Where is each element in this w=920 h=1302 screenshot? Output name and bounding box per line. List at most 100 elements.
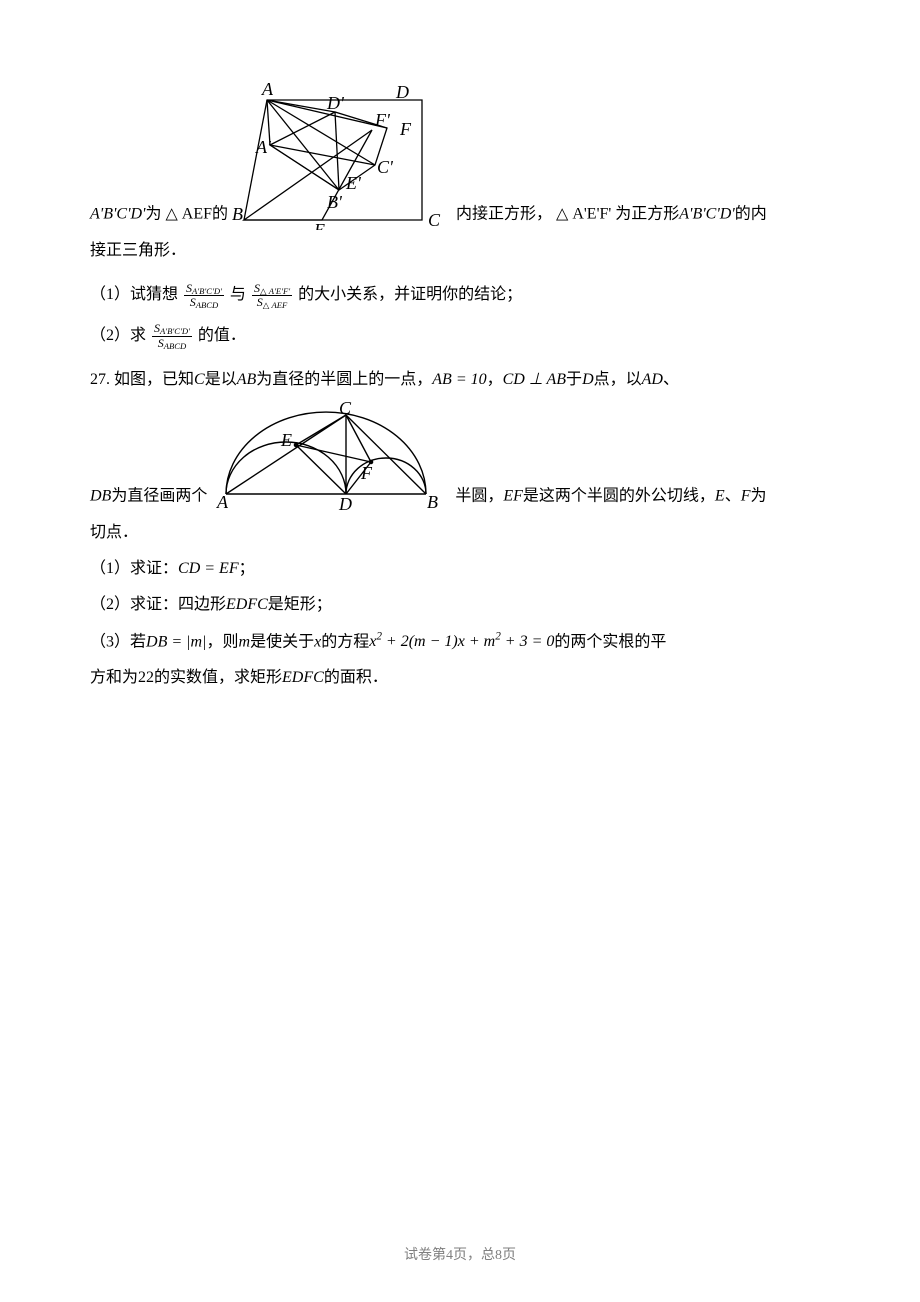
paragraph-line-a: A'B'C'D'为 △ AEF的 A D D' F F': [90, 80, 830, 230]
p27-d: D: [582, 371, 594, 388]
p27-ad: AD: [642, 371, 663, 388]
p27-s1eq: CD = EF: [178, 560, 239, 577]
p27-s1: （1）求证：: [90, 560, 178, 577]
p27-t4: 点，以: [594, 371, 642, 388]
p27-s3c: ，则: [207, 633, 239, 650]
p27-sub3: （3）若DB = |m|，则m是使关于x的方程x2 + 2(m − 1)x + …: [90, 627, 830, 658]
text-tail-b: 为正方形: [615, 206, 679, 223]
p27-t5: 、: [663, 371, 679, 388]
p27-ab: AB: [237, 371, 257, 388]
fig2-label-F: F: [360, 463, 373, 483]
p27-t6: 为直径画两个: [111, 487, 207, 504]
p27-s2: （2）求证：四边形: [90, 596, 226, 613]
q2-tail: 的值．: [198, 327, 246, 344]
q1-frac1: SA'B'C'D' SABCD: [184, 282, 224, 309]
p27-t1: 是以: [205, 371, 237, 388]
p27-s3h: 的实数值，求矩形: [154, 669, 282, 686]
p27-f: F: [741, 487, 751, 504]
fig1-label-F: F: [399, 119, 412, 139]
p27-s2a: EDFC: [226, 596, 268, 613]
text-tail-a: 内接正方形，: [456, 206, 552, 223]
footer-p: 4: [446, 1248, 453, 1263]
fig1-label-Ep: E': [345, 173, 362, 193]
p27-sub2: （2）求证：四边形EDFC是矩形；: [90, 590, 830, 620]
text-de: 的: [212, 206, 228, 223]
side-mask: [884, 0, 902, 1302]
fig1-label-D: D: [395, 82, 409, 102]
p27-eq1: AB = 10: [432, 371, 486, 388]
figure-1-wrap: A D D' F F' A' C' E' B' B E C: [232, 206, 456, 223]
problem-27-line2: DB为直径画两个 A D B: [90, 402, 830, 512]
fig2-label-D: D: [338, 494, 352, 512]
p27-lead: 27. 如图，已知: [90, 371, 194, 388]
q1-mid: 与: [230, 286, 246, 303]
p27-t2: 为直径的半圆上的一点，: [256, 371, 432, 388]
p27-s3d: 是使关于: [250, 633, 314, 650]
fig2-label-E: E: [280, 430, 292, 450]
q1-f1-den: ABCD: [196, 300, 219, 310]
footer-b: 页，总: [453, 1248, 495, 1263]
text-tail-c: 的内: [735, 206, 767, 223]
text-tri-aef-p: △ A'E'F': [556, 206, 611, 223]
fig2-label-C: C: [339, 402, 352, 418]
p27-c: C: [194, 371, 205, 388]
fig1-label-Fp: F': [374, 110, 391, 130]
footer-a: 试卷第: [404, 1248, 446, 1263]
p27-cd: CD ⊥ AB: [503, 371, 566, 388]
p27-s3g: 方和为: [90, 669, 138, 686]
p27-s3e: 的方程: [321, 633, 369, 650]
q1-f1-num: A'B'C'D': [192, 286, 222, 296]
sub-q2: （2）求 SA'B'C'D' SABCD 的值．: [90, 321, 830, 351]
q1-frac2: S△ △ A'E'F'A'E'F' S△ AEF: [252, 282, 292, 309]
p27-comma1: ，: [487, 371, 503, 388]
footer-t: 8: [495, 1248, 502, 1263]
fig1-label-Ap: A': [255, 137, 272, 157]
page-footer: 试卷第4页，总8页: [0, 1243, 920, 1270]
p27-s2b: 是矩形；: [268, 596, 332, 613]
figure-2: A D B C E F: [211, 402, 451, 512]
fig1-label-C: C: [428, 210, 441, 230]
fig1-label-Cp: C': [377, 157, 394, 177]
fig1-label-Dp: D': [326, 93, 345, 113]
p27-t8: 、: [725, 487, 741, 504]
p27-s3b: DB = |m|: [146, 633, 206, 650]
problem-27: 27. 如图，已知C是以AB为直径的半圆上的一点，AB = 10，CD ⊥ AB…: [90, 365, 830, 395]
p27-sub1: （1）求证：CD = EF；: [90, 554, 830, 584]
fig1-label-E: E: [313, 220, 325, 230]
p27-s3a: （3）若: [90, 633, 146, 650]
p27-s3rect: EDFC: [282, 669, 324, 686]
problem-27-line3: 切点．: [90, 518, 830, 548]
q2-f-num: A'B'C'D': [160, 326, 190, 336]
sub-q1: （1）试猜想 SA'B'C'D' SABCD 与 S△ △ A'E'F'A'E'…: [90, 280, 830, 310]
p27-sub3b: 方和为22的实数值，求矩形EDFC的面积．: [90, 663, 830, 693]
p27-t9: 为: [751, 487, 767, 504]
text-line-b: 接正三角形．: [90, 242, 186, 259]
text-sq2: A'B'C'D': [679, 206, 734, 223]
figure-1: A D D' F F' A' C' E' B' B E C: [232, 80, 452, 230]
p27-t7: 是这两个半圆的外公切线，: [523, 487, 715, 504]
p27-s3n: 22: [138, 669, 154, 686]
p27-line3: 切点．: [90, 524, 138, 541]
q1-tail: 的大小关系，并证明你的结论；: [298, 286, 522, 303]
p27-t3: 于: [566, 371, 582, 388]
p27-db: DB: [90, 487, 111, 504]
footer-c: 页: [502, 1248, 516, 1263]
figure-2-wrap: A D B C E F: [211, 487, 455, 504]
q2-lead: （2）求: [90, 327, 146, 344]
text-wei: 为: [145, 206, 161, 223]
fig1-label-A: A: [261, 80, 274, 99]
p27-ef: EF: [503, 487, 523, 504]
p27-s3m: m: [239, 633, 251, 650]
p27-s3eq: x2 + 2(m − 1)x + m2 + 3 = 0: [369, 633, 554, 650]
q2-frac: SA'B'C'D' SABCD: [152, 322, 192, 349]
fig2-label-A: A: [216, 492, 229, 512]
q2-f-den: ABCD: [164, 341, 187, 351]
p27-s1-semi: ；: [239, 560, 255, 577]
fig2-label-B: B: [427, 492, 438, 512]
p27-s3f: 的两个实根的平: [554, 633, 666, 650]
text-abcd-p: A'B'C'D': [90, 206, 145, 223]
fig1-label-B: B: [232, 204, 243, 224]
p27-halfc: 半圆，: [455, 487, 503, 504]
p27-s3i: 的面积．: [324, 669, 388, 686]
paragraph-line-b: 接正三角形．: [90, 236, 830, 266]
